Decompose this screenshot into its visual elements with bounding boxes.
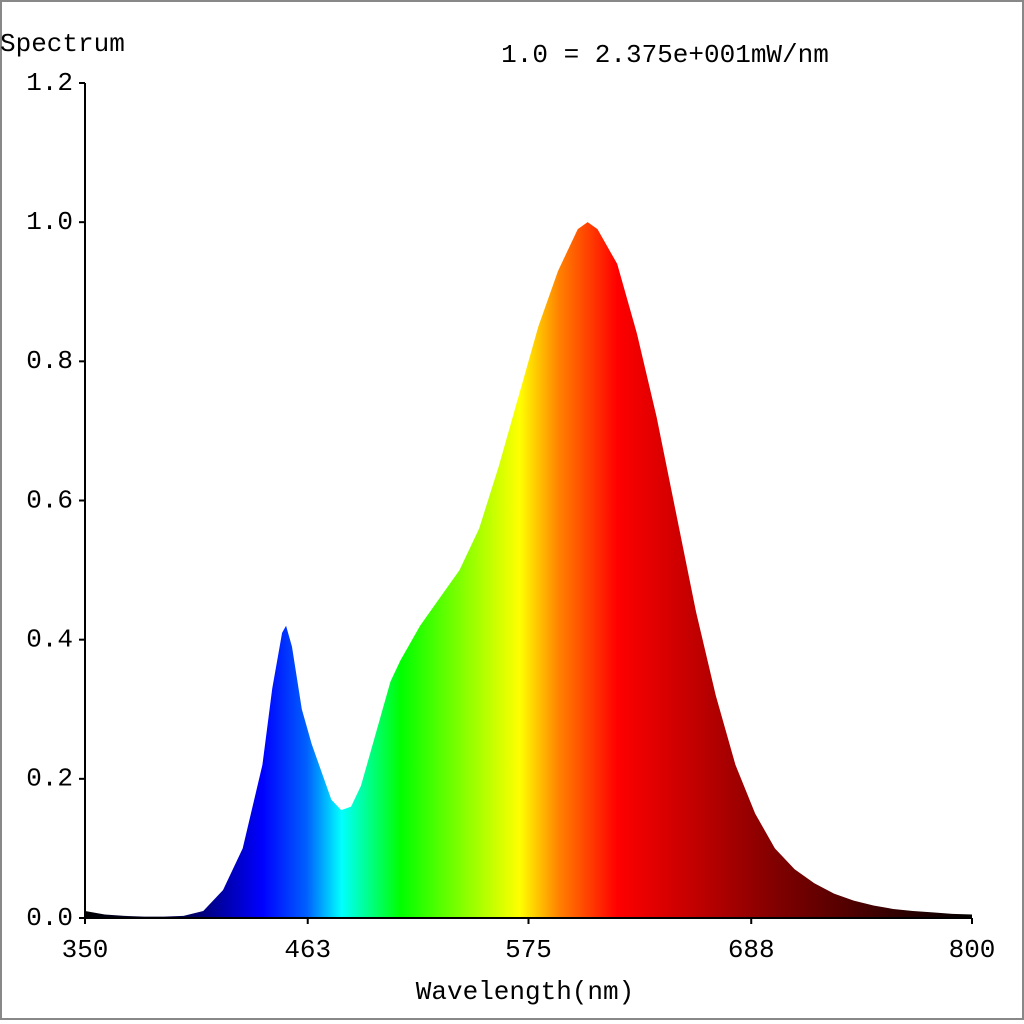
x-tick-label: 350	[62, 935, 109, 965]
y-tick-label: 0.2	[26, 764, 73, 794]
spectrum-area	[85, 222, 972, 918]
y-tick-label: 0.8	[26, 346, 73, 376]
x-axis-label: Wavelength(nm)	[416, 977, 634, 1007]
x-tick-label: 688	[728, 935, 775, 965]
y-tick-label: 0.4	[26, 625, 73, 655]
y-tick-label: 1.2	[26, 68, 73, 98]
x-tick-label: 463	[284, 935, 331, 965]
y-tick-label: 0.0	[26, 903, 73, 933]
y-tick-label: 0.6	[26, 485, 73, 515]
chart-title: Spectrum	[0, 29, 125, 59]
x-tick-label: 800	[949, 935, 996, 965]
x-tick-label: 575	[505, 935, 552, 965]
chart-subtitle: 1.0 = 2.375e+001mW/nm	[501, 40, 829, 70]
y-tick-label: 1.0	[26, 207, 73, 237]
